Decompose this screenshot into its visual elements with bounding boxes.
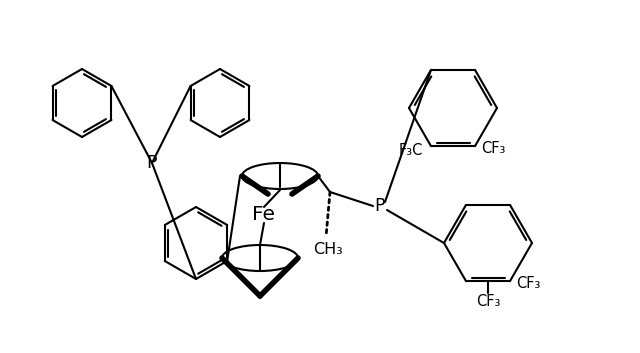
Text: P: P <box>375 197 385 215</box>
Text: CF₃: CF₃ <box>476 293 500 309</box>
Text: CF₃: CF₃ <box>481 140 506 156</box>
Text: CF₃: CF₃ <box>516 276 540 291</box>
Text: CH₃: CH₃ <box>313 241 343 257</box>
Text: F₃C: F₃C <box>399 143 423 157</box>
Text: P: P <box>147 154 157 172</box>
Text: Fe: Fe <box>253 205 275 225</box>
